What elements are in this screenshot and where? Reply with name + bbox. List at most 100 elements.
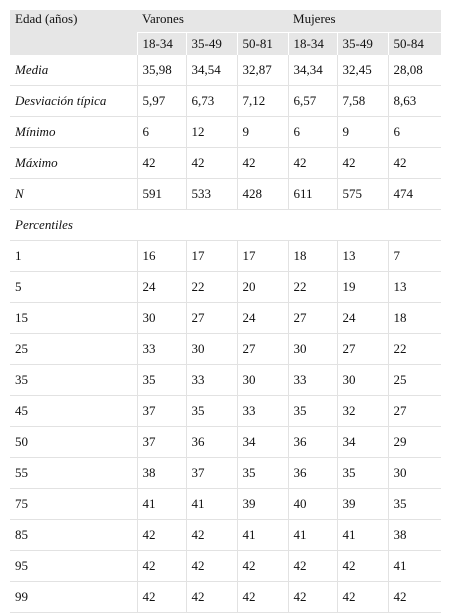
table-row: Máximo 42 42 42 42 42 42 [10, 147, 442, 179]
cell: 37 [136, 426, 186, 458]
cell: 41 [387, 550, 442, 582]
cell: 24 [336, 302, 389, 334]
row-label: Media [10, 55, 137, 86]
table-row: 55 38 37 35 36 35 30 [10, 457, 442, 489]
cell: 18 [287, 240, 338, 272]
cell: 42 [185, 550, 237, 582]
row-label: 75 [10, 488, 137, 520]
row-label: 50 [10, 426, 137, 458]
table-row: 25 33 30 27 30 27 22 [10, 333, 442, 365]
table-row: Desviación típica 5,97 6,73 7,12 6,57 7,58 8,6… [10, 85, 442, 117]
table-row: 45 37 35 33 35 32 27 [10, 395, 442, 427]
cell: 41 [236, 519, 289, 551]
cell: 42 [387, 581, 442, 613]
cell: 22 [287, 271, 338, 303]
cell: 42 [236, 581, 289, 613]
cell: 25 [387, 364, 442, 396]
row-label: 25 [10, 333, 137, 365]
cell: 6 [287, 116, 338, 148]
cell: 591 [136, 178, 186, 210]
cell: 474 [387, 178, 442, 210]
cell: 39 [236, 488, 289, 520]
cell: 30 [236, 364, 289, 396]
cell: 12 [185, 116, 237, 148]
cell: 35 [387, 488, 442, 520]
subgroup-header: 35-49 [336, 32, 389, 55]
cell: 35,98 [136, 55, 186, 86]
table-row: 99 42 42 42 42 42 42 [10, 581, 442, 613]
cell: 42 [336, 581, 389, 613]
cell: 27 [185, 302, 237, 334]
subgroup-header: 18-34 [136, 32, 186, 55]
section-row: Percentiles [10, 209, 442, 241]
cell: 35 [136, 364, 186, 396]
group-header: Mujeres [288, 10, 442, 33]
table-row: Mínimo 6 12 9 6 9 6 [10, 116, 442, 148]
cell: 42 [136, 147, 186, 179]
cell: 41 [136, 488, 186, 520]
cell: 32,45 [336, 55, 389, 86]
cell: 38 [136, 457, 186, 489]
cell: 6,57 [287, 85, 338, 117]
subgroup-header: 50-81 [236, 32, 289, 55]
row-label: 45 [10, 395, 137, 427]
cell: 39 [336, 488, 389, 520]
row-label: N [10, 178, 137, 210]
cell: 42 [387, 147, 442, 179]
cell: 7 [387, 240, 442, 272]
cell: 30 [185, 333, 237, 365]
cell: 13 [336, 240, 389, 272]
cell: 38 [387, 519, 442, 551]
cell: 42 [185, 581, 237, 613]
cell: 42 [185, 519, 237, 551]
cell: 41 [287, 519, 338, 551]
cell: 6 [387, 116, 442, 148]
cell: 42 [236, 147, 289, 179]
cell: 8,63 [387, 85, 442, 117]
data-table: Edad (años) Varones Mujeres 18-34 35-49 50… [10, 10, 442, 613]
cell: 28,08 [387, 55, 442, 86]
cell: 34,54 [185, 55, 237, 86]
cell: 7,58 [336, 85, 389, 117]
cell: 30 [336, 364, 389, 396]
cell: 41 [185, 488, 237, 520]
row-label: 85 [10, 519, 137, 551]
cell: 35 [336, 457, 389, 489]
row-label: 99 [10, 581, 137, 613]
header-label: Edad (años) [10, 10, 137, 55]
cell: 22 [185, 271, 237, 303]
cell: 36 [287, 457, 338, 489]
cell: 13 [387, 271, 442, 303]
cell: 533 [185, 178, 237, 210]
cell: 42 [287, 550, 338, 582]
cell: 34,34 [287, 55, 338, 86]
cell: 32,87 [236, 55, 289, 86]
row-label: Máximo [10, 147, 137, 179]
cell: 33 [136, 333, 186, 365]
cell: 9 [236, 116, 289, 148]
row-label: 1 [10, 240, 137, 272]
table-row: 95 42 42 42 42 42 41 [10, 550, 442, 582]
table-row: Media 35,98 34,54 32,87 34,34 32,45 28,08 [10, 55, 442, 86]
cell: 40 [287, 488, 338, 520]
subgroup-header: 35-49 [185, 32, 237, 55]
cell: 37 [185, 457, 237, 489]
cell: 42 [136, 519, 186, 551]
table-row: 35 35 33 30 33 30 25 [10, 364, 442, 396]
cell: 42 [287, 581, 338, 613]
row-label: 55 [10, 457, 137, 489]
cell: 42 [336, 147, 389, 179]
cell: 32 [336, 395, 389, 427]
cell: 41 [336, 519, 389, 551]
cell: 42 [336, 550, 389, 582]
row-label: 5 [10, 271, 137, 303]
cell: 24 [136, 271, 186, 303]
cell: 428 [236, 178, 289, 210]
section-label: Percentiles [10, 209, 442, 241]
cell: 30 [387, 457, 442, 489]
row-label: Mínimo [10, 116, 137, 148]
cell: 18 [387, 302, 442, 334]
cell: 16 [136, 240, 186, 272]
cell: 34 [236, 426, 289, 458]
